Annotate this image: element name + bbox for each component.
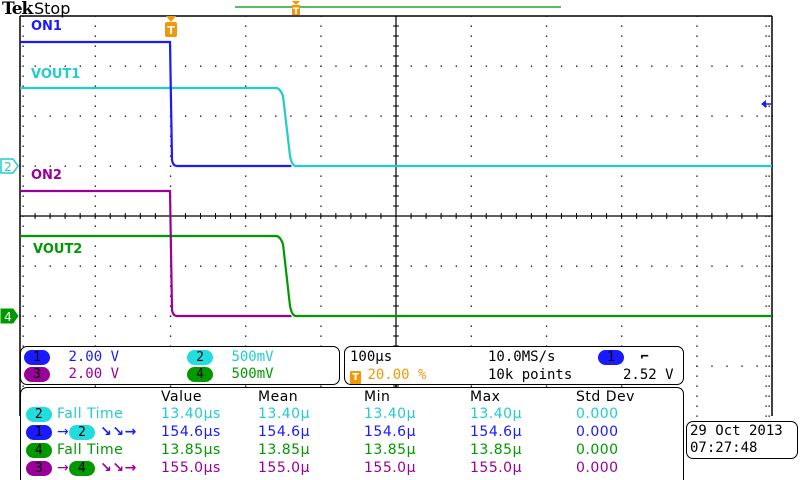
trace-on2 xyxy=(20,189,291,318)
tek-logo: Tek xyxy=(2,0,33,19)
measurement-max: 154.6µ xyxy=(470,424,522,440)
measurement-min: 154.6µ xyxy=(364,424,416,440)
acquisition-status: Stop xyxy=(34,0,71,18)
measurement-min: 13.40µ xyxy=(364,406,416,422)
measurement-mean: 155.0µ xyxy=(258,460,310,476)
measurement-header-std-dev: Std Dev xyxy=(576,389,635,405)
arrow-icon: → xyxy=(56,424,70,440)
measurement-max: 13.85µ xyxy=(470,442,522,458)
trigger-source[interactable]: 1 ⌐ xyxy=(598,349,649,365)
ch4-badge: 4 xyxy=(187,367,213,382)
datetime-panel[interactable]: 29 Oct 2013 07:27:48 xyxy=(686,421,798,459)
measurement-min: 13.85µ xyxy=(364,442,416,458)
ch2-ground-marker-icon[interactable]: 2 xyxy=(0,158,19,174)
sample-rate: 10.0MS/s xyxy=(488,349,556,365)
measurement-max: 155.0µ xyxy=(470,460,522,476)
measurement-header-max: Max xyxy=(470,389,501,405)
svg-text:2: 2 xyxy=(4,160,12,174)
measurement-source-badge: 4 xyxy=(26,443,52,458)
timebase-trigger-panel[interactable]: 100µs 10.0MS/s T 20.00 % 10k points 1 ⌐ … xyxy=(344,346,684,385)
ch3-setting[interactable]: 3 2.00 V xyxy=(24,366,119,382)
measurement-label: 1 → 2 ↘↘→ xyxy=(26,424,137,440)
svg-text:T: T xyxy=(167,24,175,37)
measurement-value: 154.6µs xyxy=(161,424,221,440)
ch1-badge: 1 xyxy=(24,350,50,365)
measurement-mean: 13.85µ xyxy=(258,442,310,458)
ch2-badge: 2 xyxy=(187,350,213,365)
falling-edge-delay-icon: ↘↘→ xyxy=(100,460,137,476)
measurement-label: 2 Fall Time xyxy=(26,406,123,422)
horizontal-scale[interactable]: 100µs xyxy=(350,349,393,365)
svg-text:4: 4 xyxy=(4,310,12,324)
trigger-position-icon[interactable]: T xyxy=(165,16,177,37)
measurement-min: 155.0µ xyxy=(364,460,416,476)
ch1-setting[interactable]: 1 2.00 V xyxy=(24,349,119,365)
measurement-source-badge: 2 xyxy=(26,407,52,422)
measurement-std-dev: 0.000 xyxy=(576,442,619,458)
measurement-target-badge: 4 xyxy=(69,461,96,476)
trigger-source-badge: 1 xyxy=(598,350,624,365)
trace-vout1 xyxy=(20,86,772,168)
trace-label-on1: ON1 xyxy=(31,19,62,34)
measurement-mean: 154.6µ xyxy=(258,424,310,440)
measurement-value: 13.85µs xyxy=(161,442,221,458)
measurement-std-dev: 0.000 xyxy=(576,424,619,440)
trace-vout2 xyxy=(20,234,772,318)
measurement-max: 13.40µ xyxy=(470,406,522,422)
ch4-setting[interactable]: 4 500mV xyxy=(187,366,274,382)
measurement-header-value: Value xyxy=(161,389,202,405)
measurement-type: Fall Time xyxy=(56,406,124,422)
record-trigger-marker: T xyxy=(292,1,300,17)
measurement-source-badge: 1 xyxy=(26,425,52,440)
trigger-level-arrow-icon[interactable] xyxy=(761,100,771,108)
measurement-value: 155.0µs xyxy=(161,460,221,476)
date: 29 Oct 2013 xyxy=(690,423,783,439)
ch1-scale: 2.00 V xyxy=(68,349,120,365)
measurement-header-min: Min xyxy=(364,389,391,405)
measurement-std-dev: 0.000 xyxy=(576,406,619,422)
measurement-mean: 13.40µ xyxy=(258,406,310,422)
svg-text:T: T xyxy=(293,7,300,17)
falling-edge-icon: ⌐ xyxy=(640,349,649,365)
ch4-scale: 500mV xyxy=(231,366,274,382)
measurement-type: Fall Time xyxy=(56,442,124,458)
measurement-value: 13.40µs xyxy=(161,406,221,422)
channel-settings-panel[interactable]: 1 2.00 V 3 2.00 V 2 500mV 4 500mV xyxy=(20,346,340,385)
trace-on1 xyxy=(20,40,291,168)
measurements-panel[interactable]: Value Mean Min Max Std Dev 2 Fall Time 13.40µ… xyxy=(20,387,684,480)
measurement-source-badge: 3 xyxy=(26,461,52,476)
arrow-icon: → xyxy=(56,460,70,476)
trigger-t-icon: T xyxy=(350,371,361,384)
measurement-label: 3 → 4 ↘↘→ xyxy=(26,460,137,476)
trace-label-on2: ON2 xyxy=(31,168,62,183)
measurement-std-dev: 0.000 xyxy=(576,460,619,476)
falling-edge-delay-icon: ↘↘→ xyxy=(100,424,137,440)
trigger-position-value: 20.00 % xyxy=(367,367,427,383)
trigger-position[interactable]: T 20.00 % xyxy=(350,367,426,384)
ch4-ground-marker-icon[interactable]: 4 xyxy=(0,308,19,324)
trigger-level[interactable]: 2.52 V xyxy=(623,367,674,383)
measurement-target-badge: 2 xyxy=(69,425,96,440)
ch2-setting[interactable]: 2 500mV xyxy=(187,349,274,365)
ch2-scale: 500mV xyxy=(231,349,274,365)
ch3-scale: 2.00 V xyxy=(68,366,120,382)
waveform-traces xyxy=(20,40,772,318)
trace-label-vout2: VOUT2 xyxy=(33,242,83,257)
trace-label-vout1: VOUT1 xyxy=(31,67,81,82)
measurement-header-mean: Mean xyxy=(258,389,299,405)
measurement-label: 4 Fall Time xyxy=(26,442,123,458)
record-length: 10k points xyxy=(488,367,573,383)
ch3-badge: 3 xyxy=(24,367,50,382)
time: 07:27:48 xyxy=(690,440,758,456)
